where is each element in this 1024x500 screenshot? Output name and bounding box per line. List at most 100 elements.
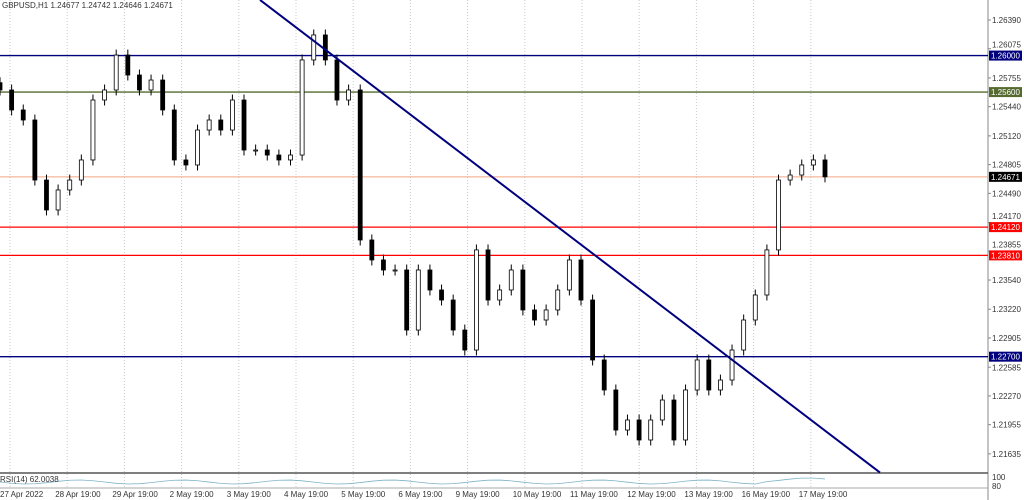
candle [683, 389, 688, 441]
candle [229, 99, 235, 131]
candle [671, 399, 677, 441]
candle [706, 359, 712, 391]
candle [125, 54, 131, 76]
x-tick-label: 16 May 19:00 [742, 490, 791, 499]
candle [160, 79, 166, 111]
price-tag-label: 1.22700 [991, 353, 1020, 362]
candle [148, 79, 154, 91]
candle [450, 299, 456, 331]
candle [381, 259, 386, 271]
candle [369, 239, 375, 261]
symbol-label: GBPUSD,H1 [2, 1, 49, 10]
candle [822, 159, 828, 178]
candle [625, 419, 630, 431]
candle [543, 309, 549, 321]
candle [578, 259, 584, 301]
candle [78, 159, 84, 181]
candle [264, 149, 270, 156]
candle [590, 299, 596, 361]
y-tick-label: 1.24170 [992, 212, 1021, 221]
candle [648, 419, 654, 441]
y-tick-label: 1.25120 [992, 132, 1021, 141]
candle [636, 419, 642, 441]
rsi-label: RSI(14) 62.0038 [0, 475, 59, 484]
x-tick-label: 5 May 19:00 [341, 490, 386, 499]
trendline[interactable] [259, 0, 881, 474]
candle [566, 259, 572, 291]
candle [311, 34, 317, 61]
candle [799, 164, 805, 176]
candle [241, 99, 247, 151]
candle [195, 129, 200, 166]
candle [137, 74, 142, 91]
price-tag [989, 87, 1022, 98]
y-tick-label: 1.23220 [992, 305, 1021, 314]
candle [404, 269, 410, 331]
price-tag [989, 50, 1022, 61]
candle [171, 109, 177, 161]
candle [718, 379, 723, 391]
y-tick-label: 1.22585 [992, 364, 1021, 373]
candle [497, 289, 503, 301]
candle [276, 154, 282, 161]
x-tick-label: 12 May 19:00 [627, 490, 676, 499]
candle [218, 119, 224, 131]
price-tag [989, 171, 1022, 182]
candle [102, 89, 107, 101]
candle [253, 149, 259, 152]
rsi-axis-label: 80 [992, 482, 1001, 491]
candle [334, 59, 340, 101]
x-tick-label: 9 May 19:00 [456, 490, 501, 499]
price-tag-label: 1.24671 [991, 173, 1020, 182]
x-tick-label: 10 May 19:00 [513, 490, 562, 499]
price-tag-label: 1.24120 [991, 223, 1020, 232]
rsi-line [0, 477, 826, 485]
candle [55, 189, 61, 211]
ohlc-readout: 1.24677 1.24742 1.24646 1.24671 [50, 1, 173, 10]
candle [694, 359, 700, 391]
x-tick-label: 29 Apr 19:00 [112, 490, 158, 499]
x-tick-label: 11 May 19:00 [570, 490, 618, 499]
candle [787, 174, 793, 181]
candle [415, 269, 421, 331]
candle [206, 119, 212, 131]
price-tag [989, 222, 1022, 233]
candle [346, 89, 351, 101]
candle [474, 249, 479, 351]
y-tick-label: 1.23540 [992, 276, 1021, 285]
candle [392, 269, 398, 272]
candle [183, 159, 189, 166]
x-tick-label: 4 May 19:00 [284, 490, 329, 499]
y-tick-label: 1.21635 [992, 450, 1021, 459]
candle [532, 309, 537, 321]
y-tick-label: 1.25755 [992, 74, 1021, 83]
rsi-axis-label: 100 [992, 473, 1006, 482]
candle [810, 159, 816, 166]
candle [601, 359, 607, 391]
y-tick-label: 1.21955 [992, 421, 1021, 430]
candle [520, 269, 526, 311]
price-tag [989, 250, 1022, 261]
candle [508, 269, 514, 291]
x-tick-label: 13 May 19:00 [684, 490, 733, 499]
x-tick-label: 3 May 19:00 [227, 490, 272, 499]
candle [659, 399, 665, 421]
y-tick-label: 1.23855 [992, 240, 1021, 249]
y-tick-label: 1.22905 [992, 334, 1021, 343]
candle [741, 319, 747, 351]
candle [555, 289, 561, 311]
y-tick-label: 1.24490 [992, 189, 1021, 198]
candle [90, 99, 96, 161]
price-tag-label: 1.25600 [991, 88, 1020, 97]
candle [357, 89, 363, 241]
candle [439, 289, 444, 301]
candle [764, 249, 770, 296]
y-tick-label: 1.26075 [992, 41, 1021, 50]
price-tag-label: 1.23810 [991, 251, 1020, 260]
y-tick-label: 1.24805 [992, 161, 1021, 170]
candle [0, 82, 3, 91]
x-tick-label: 17 May 19:00 [799, 490, 848, 499]
candle [20, 109, 26, 121]
